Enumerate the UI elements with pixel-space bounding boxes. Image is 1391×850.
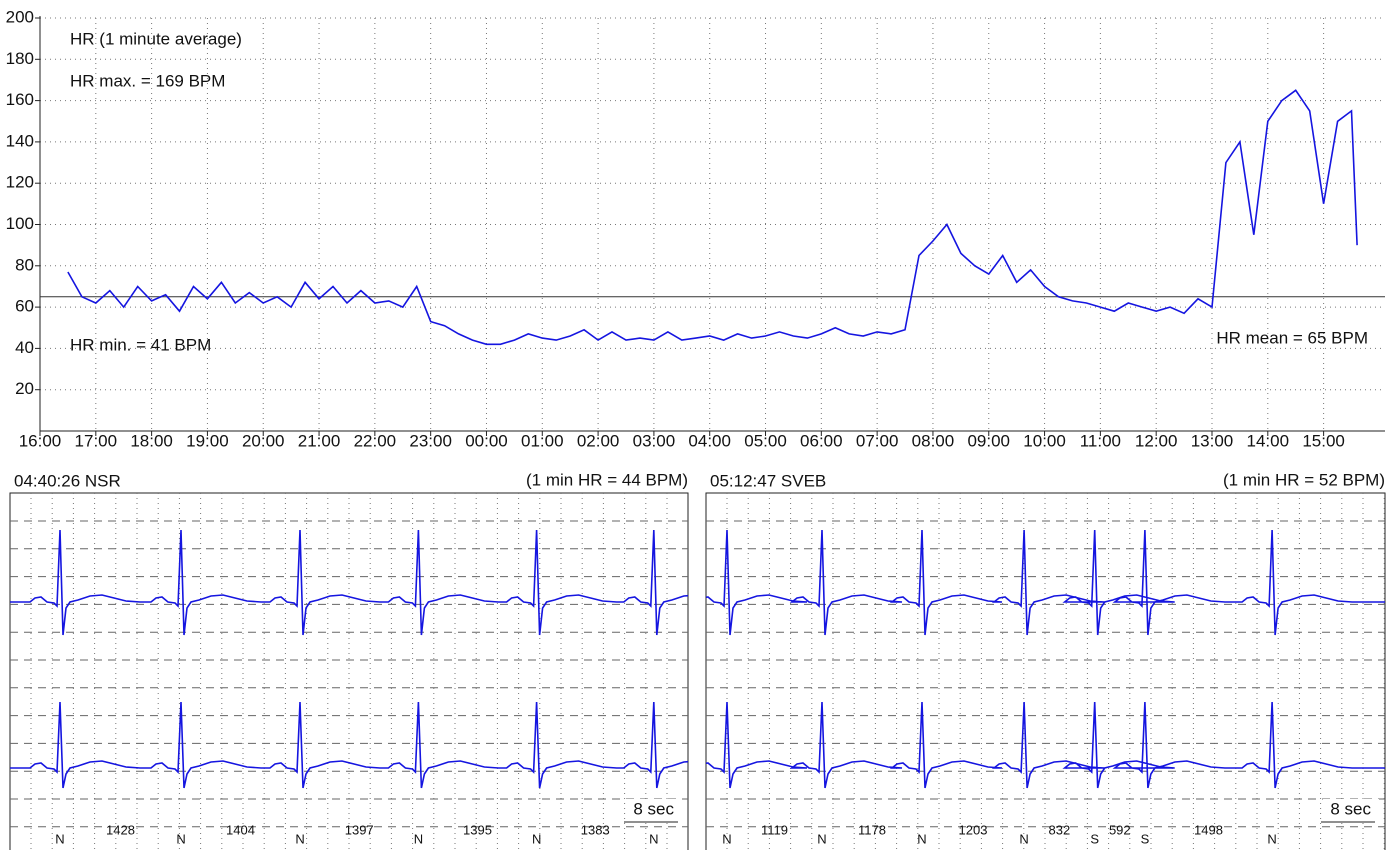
strip-hr-label: (1 min HR = 52 BPM) <box>1223 470 1385 489</box>
rr-interval: 1404 <box>226 822 255 837</box>
rr-interval: 1397 <box>345 822 374 837</box>
x-tick-label: 21:00 <box>298 431 341 450</box>
x-tick-label: 03:00 <box>633 431 676 450</box>
y-tick-label: 160 <box>6 90 34 109</box>
y-tick-label: 100 <box>6 214 34 233</box>
rr-interval: 1178 <box>858 822 886 837</box>
strip-frame <box>9 492 689 850</box>
y-tick-label: 20 <box>15 379 34 398</box>
duration-label: 8 sec <box>633 799 674 818</box>
beat-label: N <box>414 831 423 846</box>
beat-label: N <box>722 831 731 846</box>
rr-interval: 1383 <box>581 822 610 837</box>
x-tick-label: 23:00 <box>409 431 452 450</box>
duration-bg <box>626 799 682 823</box>
hr-mean-label: HR mean = 65 BPM <box>1216 328 1368 347</box>
ecg-trace <box>706 529 1385 636</box>
rr-interval: 1119 <box>761 822 788 837</box>
beat-label: N <box>532 831 541 846</box>
duration-bg <box>1323 799 1379 823</box>
x-tick-label: 01:00 <box>521 431 564 450</box>
y-tick-label: 80 <box>15 255 34 274</box>
beat-label: S <box>1090 831 1099 846</box>
rr-interval: 1428 <box>106 822 135 837</box>
rr-interval: 832 <box>1049 822 1071 837</box>
rr-interval: 1498 <box>1194 822 1223 837</box>
x-tick-label: 22:00 <box>354 431 397 450</box>
hr-trend-line <box>67 89 1358 346</box>
beat-label: N <box>649 831 658 846</box>
x-tick-label: 13:00 <box>1191 431 1234 450</box>
x-tick-label: 16:00 <box>19 431 62 450</box>
x-tick-label: 20:00 <box>242 431 285 450</box>
y-tick-label: 40 <box>15 338 34 357</box>
x-tick-label: 04:00 <box>688 431 731 450</box>
beat-label: S <box>1141 831 1150 846</box>
y-tick-label: 200 <box>6 7 34 26</box>
x-tick-label: 00:00 <box>465 431 508 450</box>
y-tick-label: 60 <box>15 297 34 316</box>
x-tick-label: 09:00 <box>967 431 1010 450</box>
ecg-panel: 04:40:26 NSR (1 min HR = 44 BPM) N N N N N N 142… <box>9 470 689 850</box>
y-tick-label: 120 <box>6 173 34 192</box>
x-tick-label: 18:00 <box>130 431 173 450</box>
ecg-trace <box>10 529 688 636</box>
beat-label: N <box>295 831 304 846</box>
duration-label: 8 sec <box>1330 799 1371 818</box>
beat-label: N <box>176 831 185 846</box>
x-tick-label: 17:00 <box>75 431 118 450</box>
beat-label: N <box>1267 831 1276 846</box>
strip-title: 04:40:26 NSR <box>14 471 121 490</box>
beat-label: N <box>817 831 826 846</box>
ecg-panel: 05:12:47 SVEB (1 min HR = 52 BPM) N N N N S S N 1… <box>705 470 1386 850</box>
x-tick-label: 12:00 <box>1135 431 1178 450</box>
x-tick-label: 02:00 <box>577 431 620 450</box>
chart-title: HR (1 minute average) <box>70 29 242 48</box>
ecg-trace <box>10 701 688 789</box>
y-tick-label: 180 <box>6 49 34 68</box>
ecg-trace <box>706 701 1385 789</box>
beat-label: N <box>1019 831 1028 846</box>
x-tick-label: 14:00 <box>1247 431 1290 450</box>
rr-interval: 592 <box>1109 822 1131 837</box>
x-tick-label: 11:00 <box>1080 431 1121 450</box>
x-tick-label: 15:00 <box>1302 431 1345 450</box>
x-tick-label: 05:00 <box>744 431 787 450</box>
strip-frame <box>705 492 1386 850</box>
rr-interval: 1395 <box>463 822 492 837</box>
strip-title: 05:12:47 SVEB <box>710 471 826 490</box>
hr-max-label: HR max. = 169 BPM <box>70 71 225 90</box>
x-tick-label: 08:00 <box>912 431 955 450</box>
x-tick-label: 06:00 <box>800 431 843 450</box>
strip-hr-label: (1 min HR = 44 BPM) <box>526 470 688 489</box>
beat-label: N <box>55 831 64 846</box>
y-tick-label: 140 <box>6 131 34 150</box>
x-tick-label: 19:00 <box>186 431 229 450</box>
rr-interval: 1203 <box>959 822 988 837</box>
hr-min-label: HR min. = 41 BPM <box>70 335 211 354</box>
beat-label: N <box>917 831 926 846</box>
x-tick-label: 07:00 <box>856 431 899 450</box>
x-tick-label: 10:00 <box>1023 431 1066 450</box>
